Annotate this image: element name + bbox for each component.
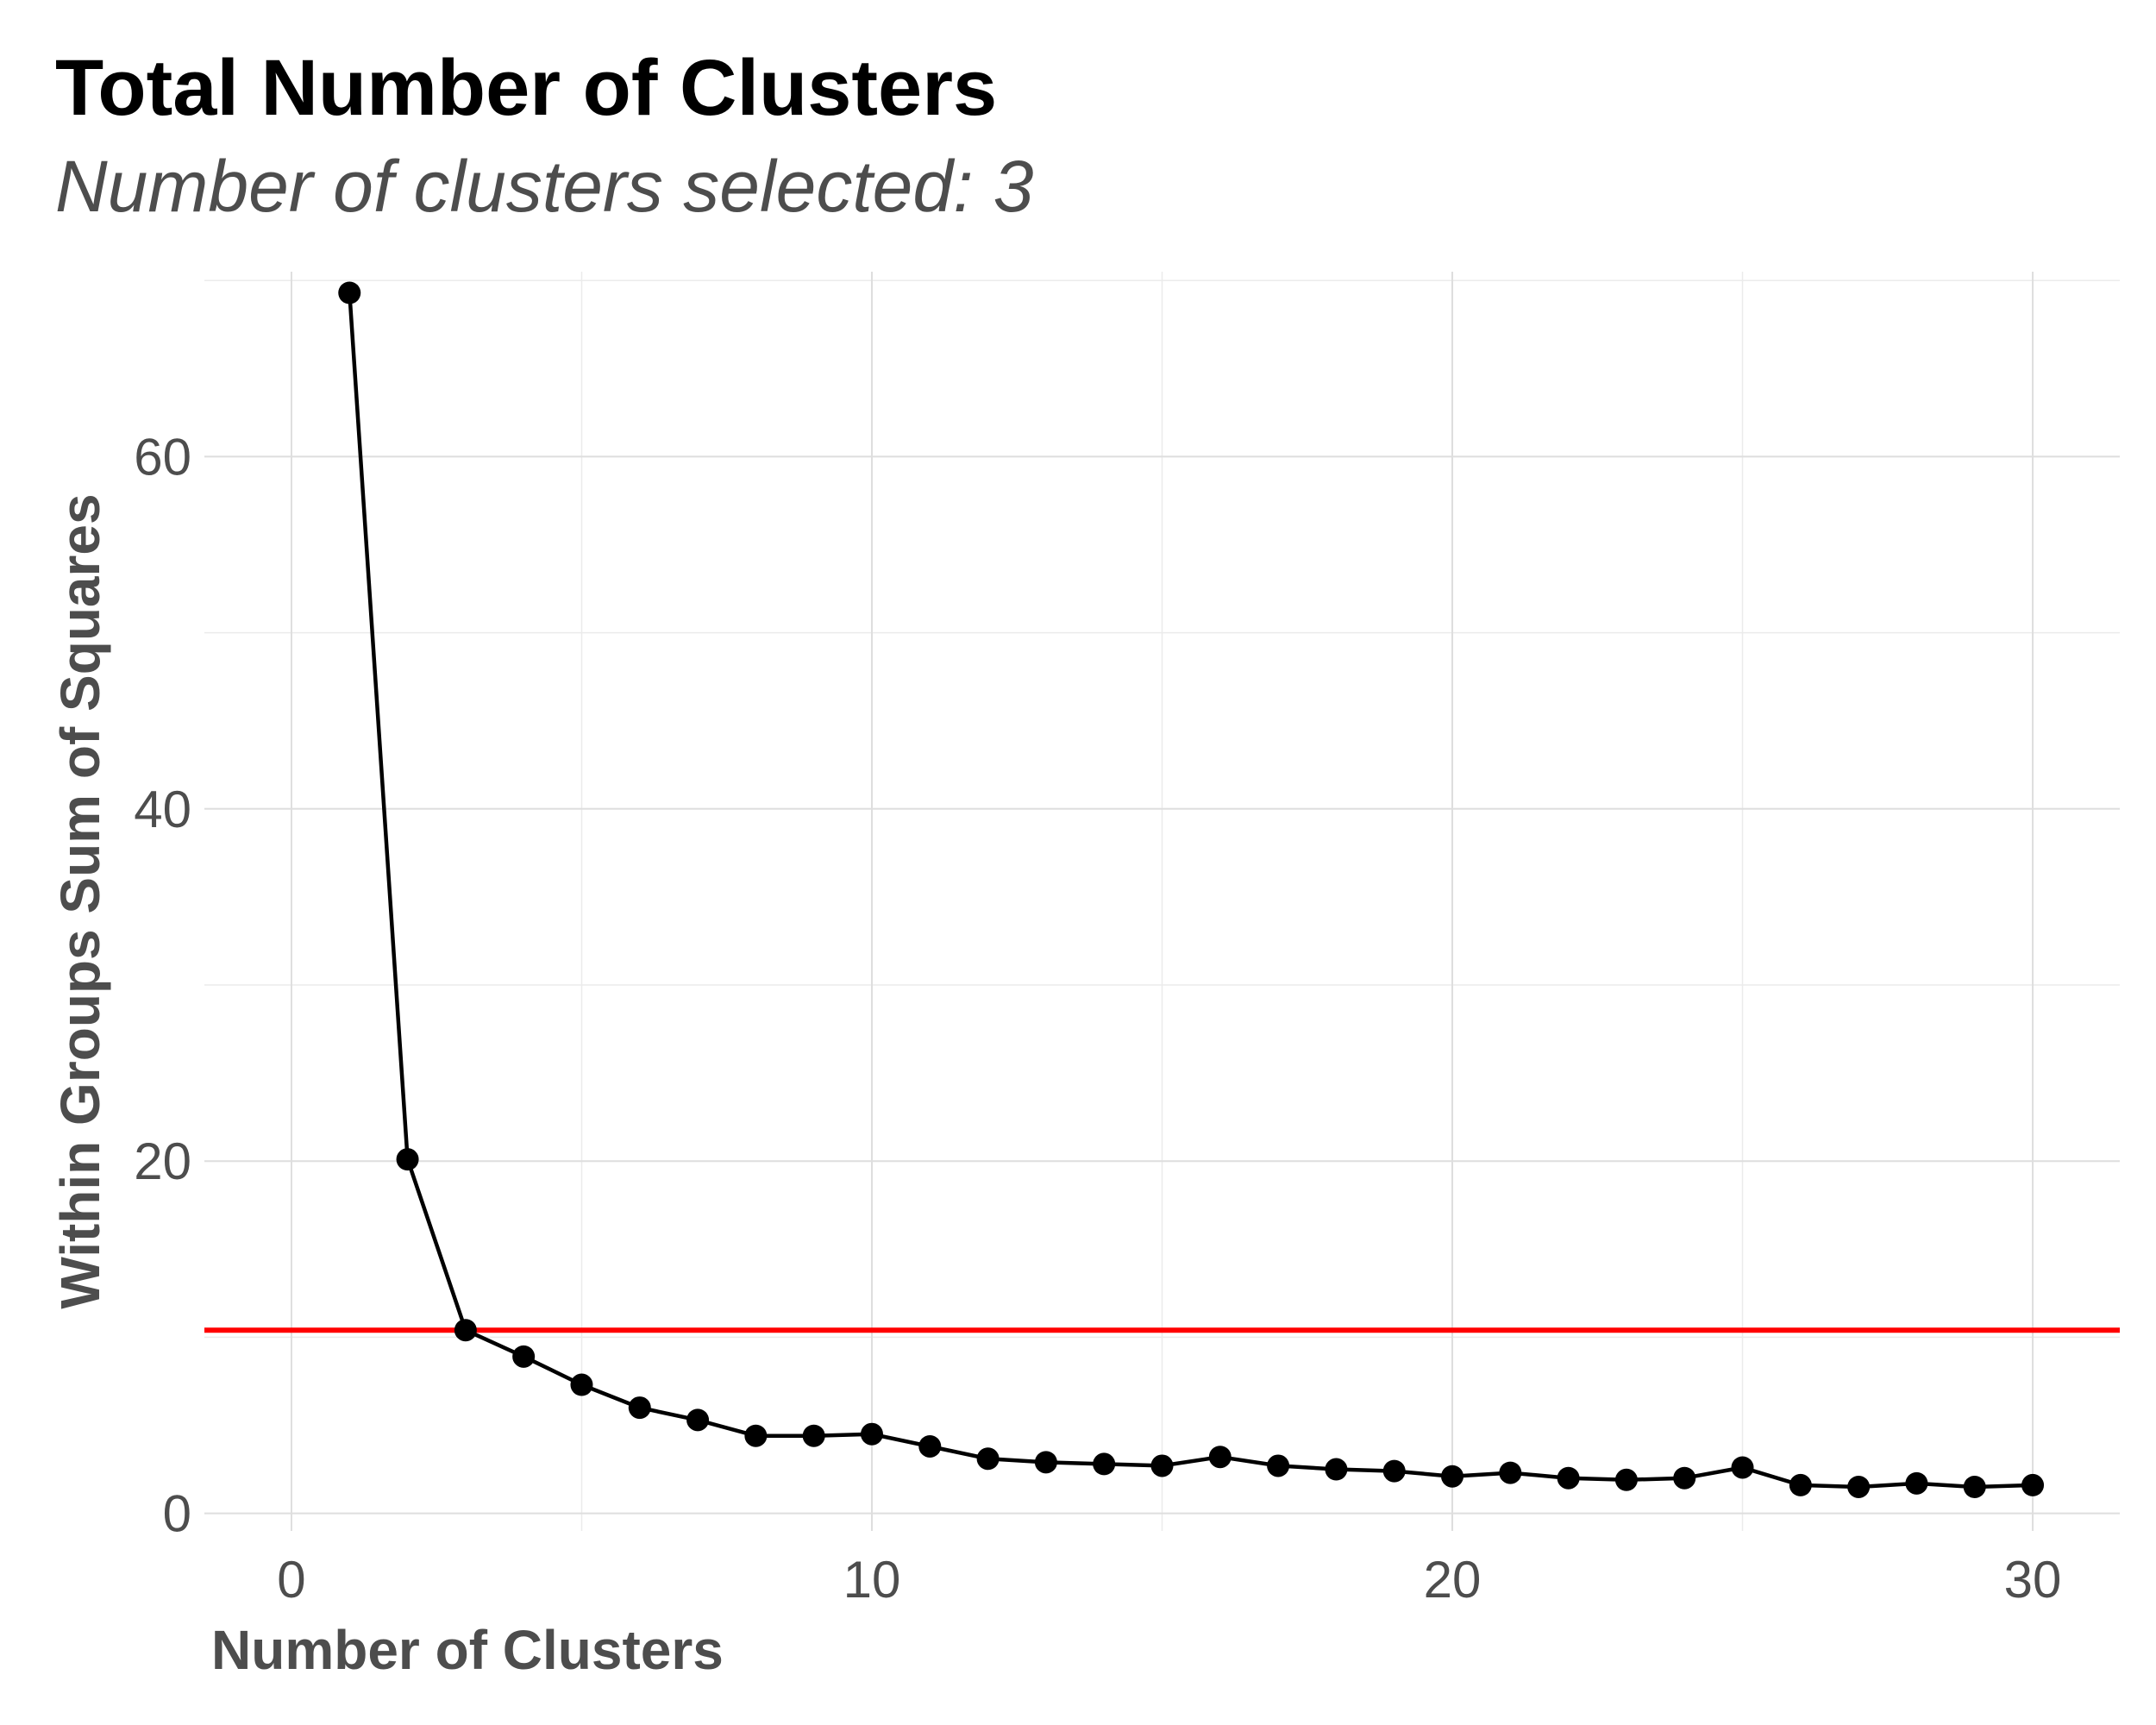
data-point [1382,1459,1406,1483]
y-tick-label: 0 [163,1485,191,1543]
x-tick-labels: 0 10 20 30 [277,1551,2061,1609]
data-point [1499,1461,1522,1484]
y-tick-labels: 0 20 40 60 [134,428,191,1542]
data-point [860,1422,883,1446]
major-grid [204,272,2120,1531]
data-point [1789,1473,1812,1496]
chart-title: Total Number of Clusters [55,44,997,132]
data-point [802,1424,825,1447]
data-point [1731,1456,1754,1479]
data-point [1614,1468,1638,1491]
data-point [1847,1475,1871,1498]
x-tick-label: 10 [843,1551,901,1609]
data-point [628,1396,651,1420]
y-axis-title: Within Groups Sum of Squares [49,493,111,1308]
data-point [744,1424,768,1447]
x-tick-label: 30 [2004,1551,2062,1609]
data-point [396,1148,419,1171]
y-tick-label: 60 [134,428,191,486]
data-point [338,281,361,304]
data-point [1034,1451,1057,1474]
data-point [686,1408,710,1432]
data-point [1150,1454,1174,1477]
x-tick-label: 20 [1424,1551,1482,1609]
chart-subtitle: Number of clusters selected: 3 [55,146,1034,227]
data-point [570,1373,593,1396]
data-point [1557,1466,1580,1490]
data-point [1441,1465,1464,1488]
data-point [918,1434,942,1458]
y-tick-label: 20 [134,1132,191,1190]
minor-grid [204,272,2120,1531]
data-point [976,1447,1000,1471]
data-point [1093,1452,1116,1476]
data-point [1208,1446,1232,1469]
data-point [1905,1471,1928,1495]
data-points [338,281,2045,1498]
data-point [1963,1475,1986,1498]
data-point [512,1345,536,1368]
data-point [1673,1466,1696,1490]
x-axis-title: Number of Clusters [211,1619,724,1681]
data-point [1267,1454,1290,1477]
data-point [454,1319,477,1342]
data-point [1325,1458,1348,1481]
x-tick-label: 0 [277,1551,305,1609]
data-point [2021,1473,2045,1496]
y-tick-label: 40 [134,781,191,838]
